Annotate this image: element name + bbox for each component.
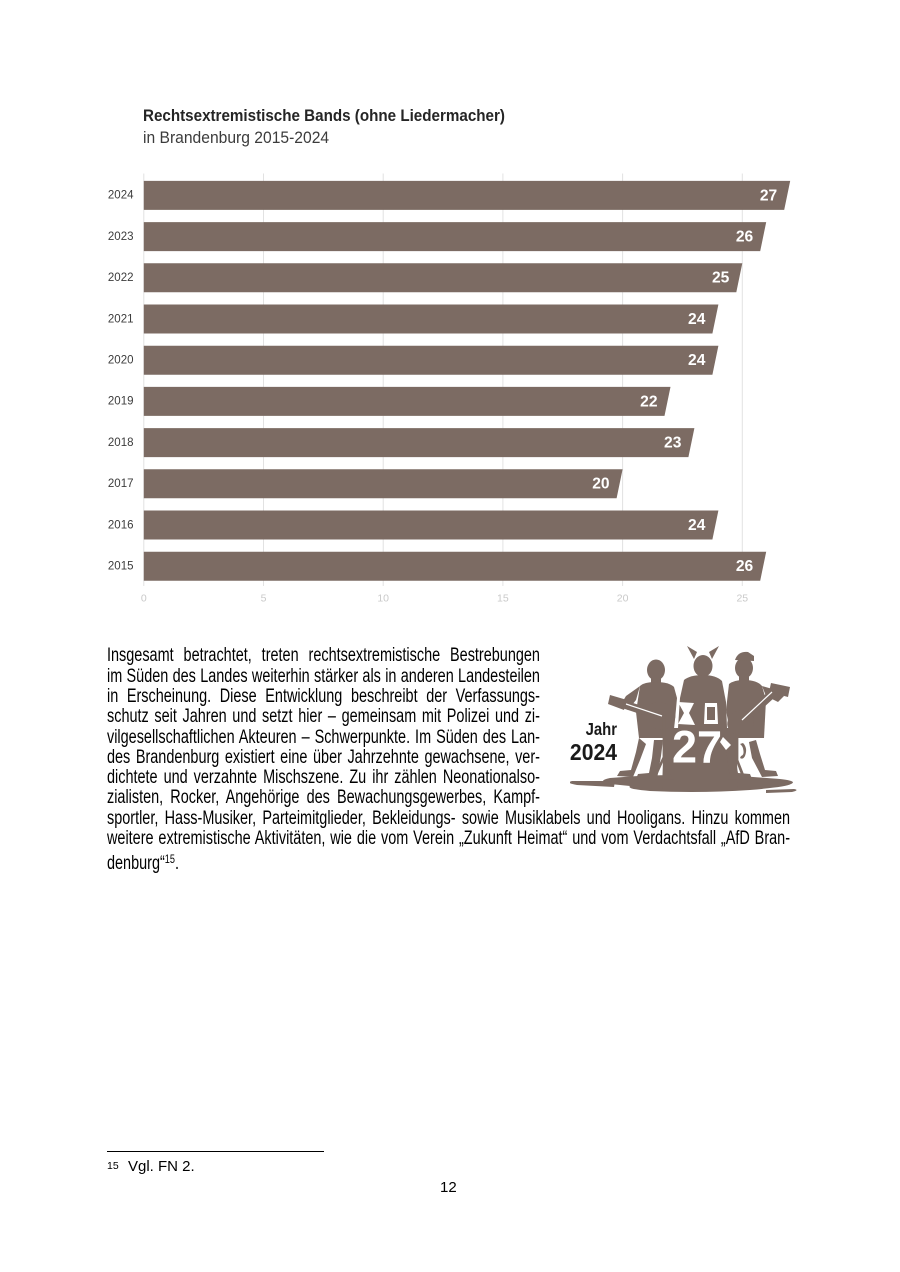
svg-text:15: 15 [497, 593, 509, 605]
svg-text:20: 20 [617, 593, 629, 605]
svg-text:2015: 2015 [108, 561, 134, 573]
svg-text:2024: 2024 [108, 190, 134, 202]
svg-text:2019: 2019 [108, 396, 134, 408]
svg-text:2021: 2021 [108, 313, 134, 325]
svg-text:27: 27 [672, 722, 722, 773]
svg-text:2017: 2017 [108, 478, 134, 490]
svg-text:24: 24 [688, 311, 706, 328]
svg-text:24: 24 [688, 517, 706, 534]
svg-text:5: 5 [261, 593, 267, 605]
svg-text:20: 20 [592, 476, 610, 493]
svg-text:2016: 2016 [108, 519, 134, 531]
svg-text:2018: 2018 [108, 437, 134, 449]
svg-text:26: 26 [736, 229, 754, 246]
svg-text:25: 25 [736, 593, 748, 605]
svg-text:24: 24 [688, 352, 706, 369]
svg-text:10: 10 [377, 593, 389, 605]
svg-text:2022: 2022 [108, 272, 134, 284]
svg-text:0: 0 [141, 593, 147, 605]
svg-text:25: 25 [712, 270, 730, 287]
svg-text:22: 22 [640, 393, 658, 410]
svg-text:2020: 2020 [108, 355, 134, 367]
svg-text:2023: 2023 [108, 231, 134, 243]
svg-text:27: 27 [760, 187, 777, 204]
svg-text:23: 23 [664, 435, 682, 452]
svg-text:26: 26 [736, 558, 754, 575]
